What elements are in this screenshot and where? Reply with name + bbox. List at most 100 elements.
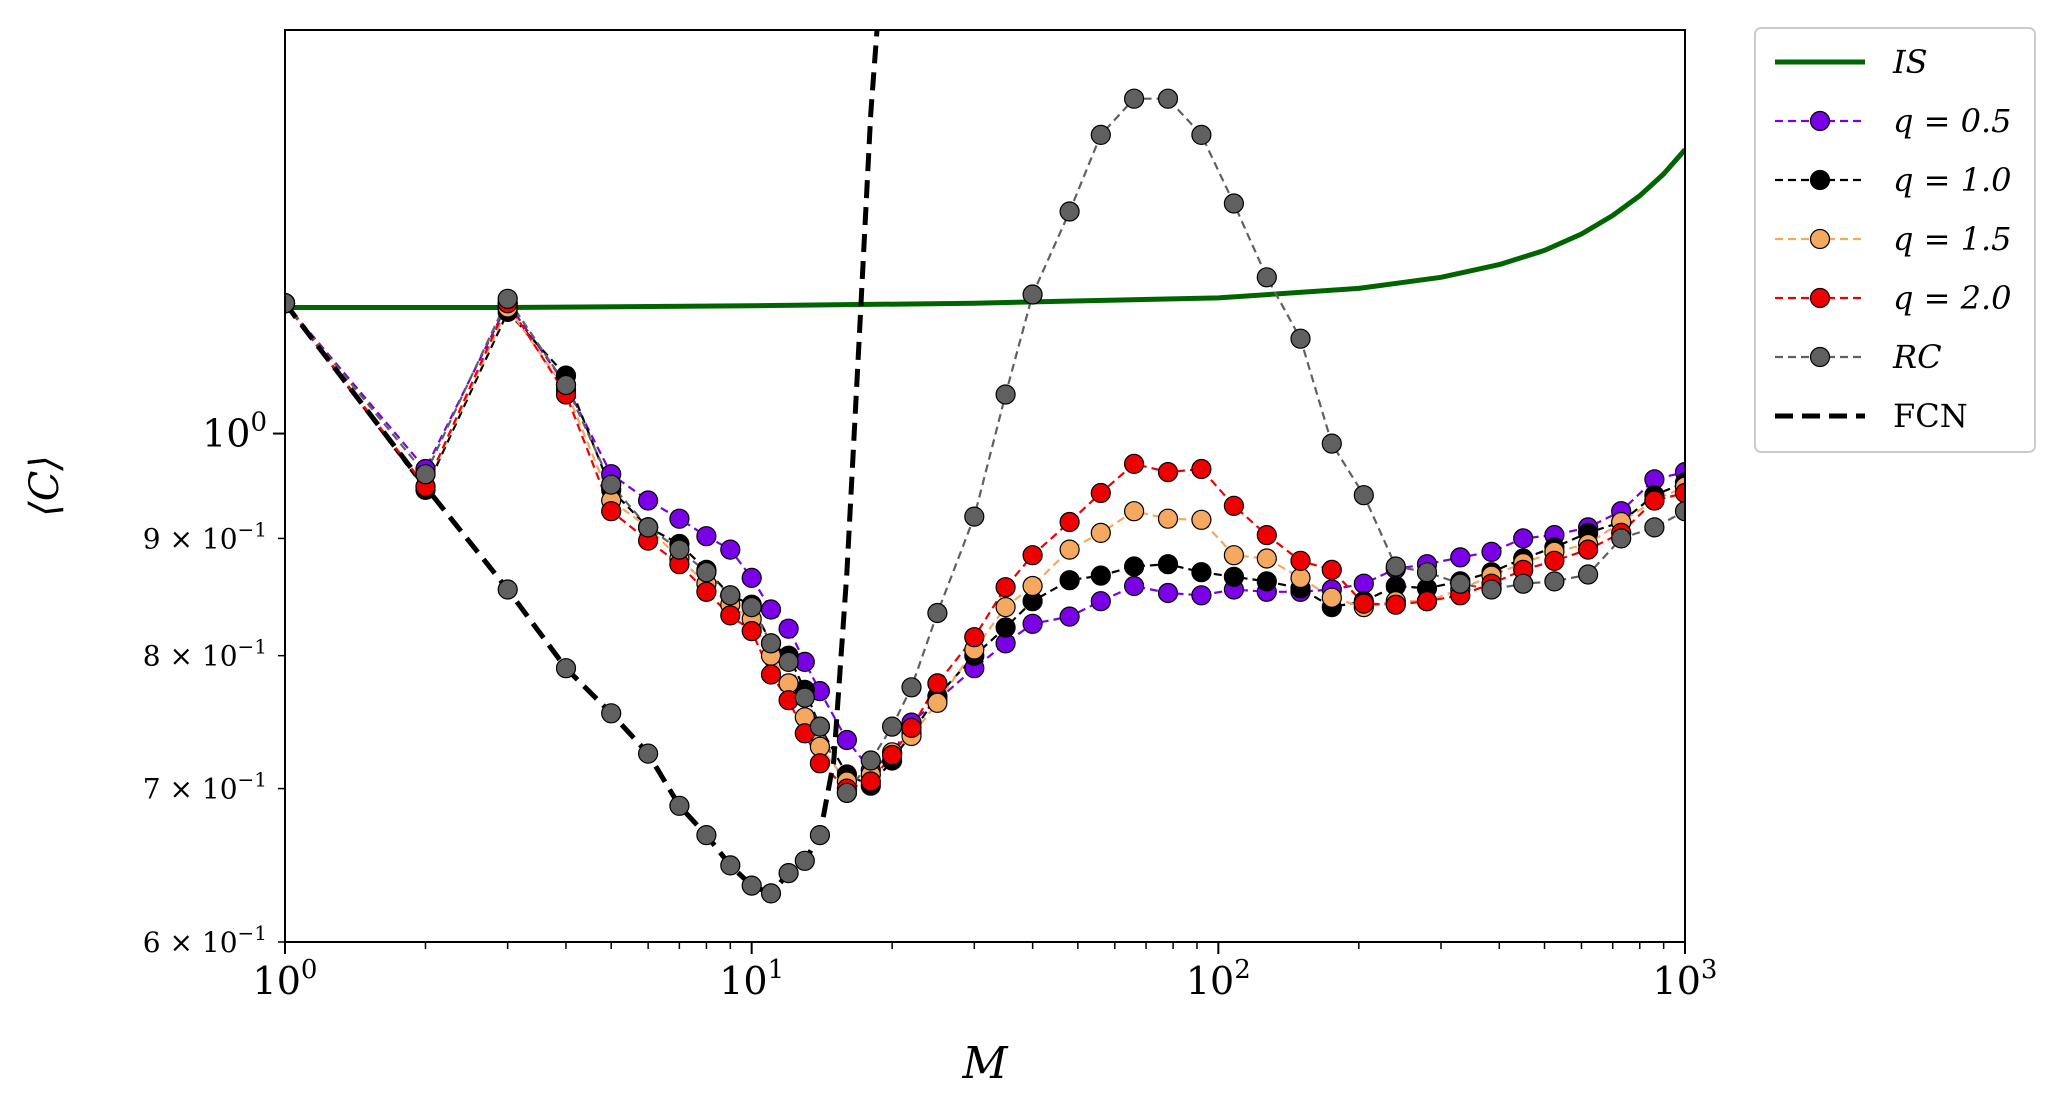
point-q-0-5 [1157, 582, 1179, 604]
rc-lower-point [555, 658, 577, 679]
point-q-2-0 [1385, 594, 1406, 615]
point-rc [1577, 564, 1599, 585]
point-rc [1450, 573, 1471, 594]
legend-label-fcn: FCN [1893, 397, 1968, 435]
point-rc [1090, 124, 1111, 145]
legend: IS q = 0.5 q = 1.0 q = 1.5 q = 2.0 RC FCN [1754, 27, 2036, 453]
point-rc [1611, 528, 1632, 549]
x-tick-label: 103 [1653, 955, 1718, 1003]
rc-lower-point [601, 703, 622, 724]
point-rc [1191, 124, 1212, 145]
point-q-2-0 [1321, 559, 1342, 581]
point-rc [285, 293, 296, 314]
point-q-1-0 [995, 617, 1016, 638]
rc-lower-point [696, 824, 717, 846]
point-q-0-5 [1450, 547, 1471, 568]
x-tick-label: 100 [253, 955, 318, 1003]
rc-lower-point [760, 883, 782, 904]
point-rc [1385, 556, 1406, 577]
point-rc [555, 374, 577, 396]
point-rc [1223, 193, 1245, 214]
point-q-2-0 [1674, 482, 1685, 504]
point-q-1-5 [1123, 501, 1145, 522]
point-rc [1674, 501, 1685, 522]
point-q-1-5 [1059, 539, 1080, 560]
y-tick-label: 9 × 10−1 [143, 517, 267, 555]
point-q-1-5 [1290, 567, 1311, 589]
point-rc [1513, 573, 1534, 594]
point-q-2-0 [995, 577, 1016, 598]
point-rc [637, 517, 659, 538]
series-line-q-0-5 [285, 302, 1685, 772]
point-q-2-0 [1416, 591, 1438, 612]
legend-marker-q-1-5 [1809, 228, 1831, 250]
point-q-0-5 [778, 618, 799, 639]
point-rc [415, 464, 436, 485]
point-q-2-0 [809, 753, 831, 774]
point-q-2-0 [1191, 458, 1212, 480]
point-q-0-5 [1090, 591, 1111, 612]
point-rc [1321, 433, 1342, 454]
point-q-1-0 [1123, 556, 1145, 577]
legend-label-q-2-0: q = 2.0 [1893, 279, 2012, 317]
rc-lower-point [741, 875, 762, 896]
point-rc [836, 782, 858, 803]
point-q-0-5 [1191, 585, 1212, 606]
point-q-2-0 [1090, 482, 1111, 504]
point-q-2-0 [1353, 593, 1374, 614]
legend-marker-q-2-0 [1809, 287, 1831, 309]
point-q-2-0 [1059, 511, 1080, 533]
point-q-2-0 [1577, 539, 1599, 560]
point-rc [927, 602, 948, 624]
point-rc [696, 562, 717, 583]
rc-lower-point [809, 824, 831, 846]
point-q-0-5 [741, 567, 762, 589]
point-q-0-5 [760, 599, 782, 620]
point-q-0-5 [1513, 528, 1534, 549]
point-q-0-5 [1353, 573, 1374, 594]
point-q-1-5 [1157, 508, 1179, 529]
y-tick-label: 6 × 10−1 [143, 921, 267, 959]
point-rc [1290, 328, 1311, 349]
point-rc [1353, 485, 1374, 506]
point-q-1-0 [1191, 562, 1212, 583]
point-rc [1022, 284, 1043, 305]
point-rc [1544, 571, 1565, 592]
plot-background [285, 30, 1685, 942]
point-rc [741, 596, 762, 618]
point-q-1-5 [1191, 509, 1212, 530]
point-q-0-5 [1123, 575, 1145, 597]
point-q-1-0 [1157, 554, 1179, 575]
point-rc [1416, 562, 1438, 583]
point-q-2-0 [1157, 462, 1179, 483]
rc-lower-point [778, 862, 799, 884]
x-tick-label: 101 [719, 955, 784, 1003]
point-rc [1123, 88, 1145, 109]
y-tick-label: 7 × 10−1 [143, 768, 267, 806]
point-q-0-5 [1481, 541, 1502, 562]
legend-marker-q-1-0 [1809, 169, 1831, 191]
point-q-2-0 [1644, 490, 1665, 511]
point-q-1-5 [1321, 587, 1342, 608]
point-q-1-5 [927, 692, 948, 713]
point-q-0-5 [1022, 613, 1043, 634]
point-rc [901, 677, 922, 698]
point-rc [497, 288, 518, 309]
x-axis-title: M [961, 1038, 1008, 1089]
point-q-0-5 [696, 526, 717, 547]
legend-label-q-1-5: q = 1.5 [1893, 220, 2012, 258]
x-tick-label: 102 [1186, 955, 1251, 1003]
point-q-2-0 [696, 581, 717, 602]
point-q-2-0 [601, 501, 622, 522]
point-rc [1256, 267, 1277, 288]
point-q-1-5 [1022, 575, 1043, 597]
point-q-2-0 [1123, 453, 1145, 474]
point-q-2-0 [1022, 545, 1043, 566]
point-q-2-0 [881, 744, 903, 766]
point-rc [995, 384, 1016, 405]
point-rc [881, 716, 903, 737]
point-rc [1157, 88, 1179, 109]
rc-lower-point [497, 579, 518, 600]
y-tick-label: 100 [202, 408, 267, 456]
